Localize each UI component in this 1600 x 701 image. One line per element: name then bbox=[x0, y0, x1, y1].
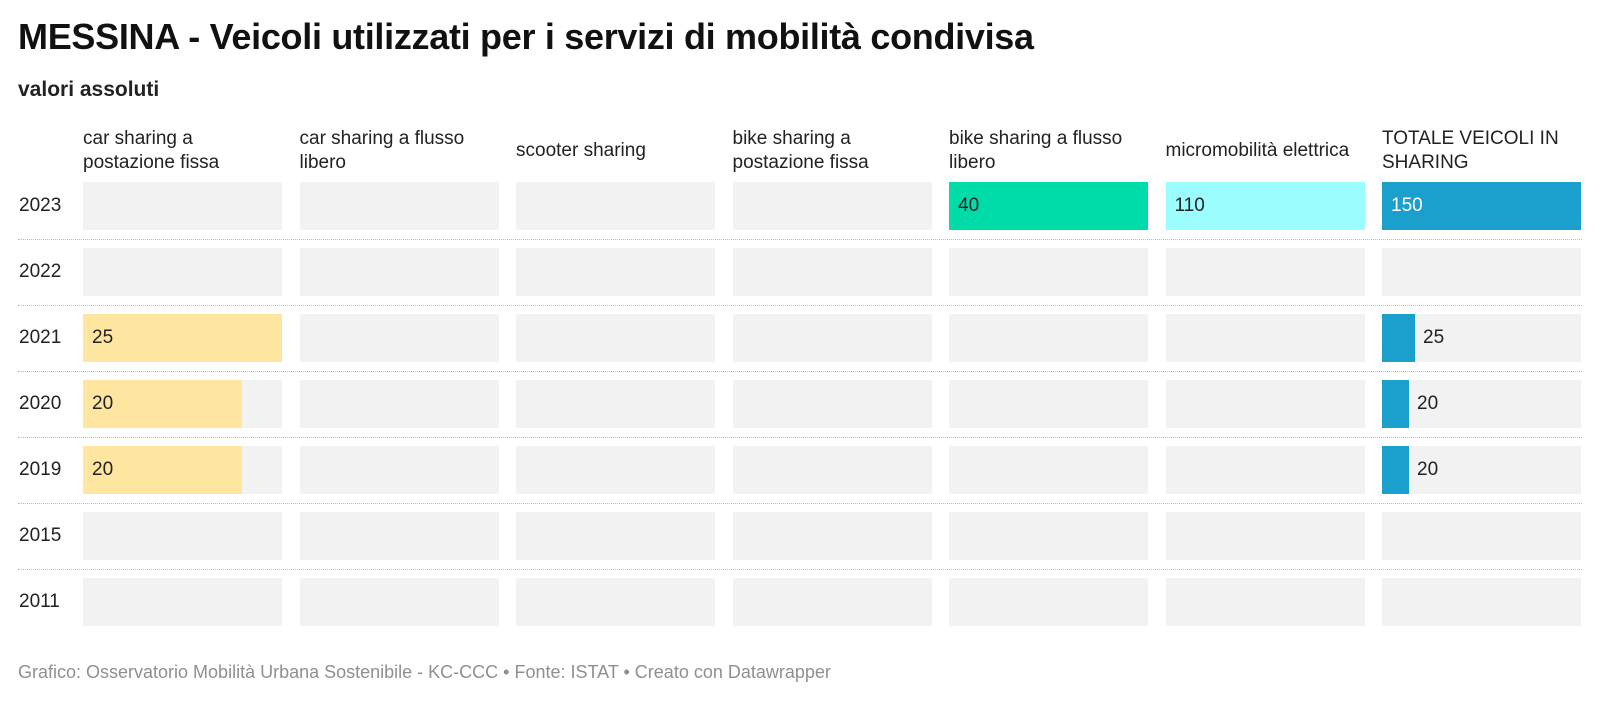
bar-track bbox=[1165, 578, 1365, 626]
row-label: 2022 bbox=[19, 261, 62, 282]
bar-track bbox=[299, 512, 499, 560]
bar-track bbox=[949, 248, 1148, 296]
bar bbox=[1382, 380, 1409, 428]
data-label: 20 bbox=[92, 459, 114, 480]
bar-track bbox=[1165, 248, 1365, 296]
bar-track bbox=[516, 380, 715, 428]
bar-track bbox=[1382, 512, 1581, 560]
bar-track bbox=[732, 512, 932, 560]
bar bbox=[83, 314, 282, 362]
row-label: 2023 bbox=[19, 195, 62, 216]
bar-track bbox=[516, 182, 715, 230]
data-label: 20 bbox=[1417, 393, 1439, 414]
column-header: car sharing a flusso libero bbox=[299, 128, 465, 173]
data-label: 110 bbox=[1174, 195, 1205, 216]
column-header: car sharing a postazione fissa bbox=[83, 128, 220, 173]
row-label: 2021 bbox=[19, 327, 62, 348]
bar-track bbox=[949, 578, 1148, 626]
bar-track: 150 bbox=[1382, 182, 1581, 230]
row-divider bbox=[18, 437, 1582, 438]
bar-track bbox=[299, 578, 499, 626]
bar-track: 110 bbox=[1165, 182, 1365, 230]
row-divider bbox=[18, 239, 1582, 240]
column-header: TOTALE VEICOLI IN SHARING bbox=[1382, 128, 1559, 173]
bar-track: 20 bbox=[83, 446, 282, 494]
bar-track bbox=[299, 248, 499, 296]
bar-track bbox=[83, 182, 282, 230]
bar-track bbox=[732, 446, 932, 494]
row-divider bbox=[18, 569, 1582, 570]
bar-track bbox=[516, 578, 715, 626]
data-label: 25 bbox=[92, 327, 114, 348]
bar-track bbox=[949, 314, 1148, 362]
bar-track: 20 bbox=[83, 380, 282, 428]
row-divider bbox=[18, 305, 1582, 306]
bar-track bbox=[732, 380, 932, 428]
bar-track bbox=[516, 314, 715, 362]
bar bbox=[1382, 182, 1581, 230]
bar bbox=[83, 380, 242, 428]
column-header: micromobilità elettrica bbox=[1165, 140, 1350, 161]
bar-track: 20 bbox=[1382, 446, 1581, 494]
row-label: 2020 bbox=[19, 393, 62, 414]
bar bbox=[949, 182, 1148, 230]
data-label: 40 bbox=[958, 195, 980, 216]
bar-track bbox=[949, 446, 1148, 494]
bar-track bbox=[732, 248, 932, 296]
chart-subtitle: valori assoluti bbox=[18, 78, 160, 101]
bar-track bbox=[732, 578, 932, 626]
bar-track bbox=[732, 182, 932, 230]
bar bbox=[83, 446, 242, 494]
bar-track: 20 bbox=[1382, 380, 1581, 428]
bar-track bbox=[1165, 314, 1365, 362]
row-label: 2019 bbox=[19, 459, 62, 480]
column-header: scooter sharing bbox=[516, 140, 646, 161]
bar-track bbox=[299, 446, 499, 494]
column-header: bike sharing a flusso libero bbox=[949, 128, 1123, 173]
bar-track bbox=[83, 578, 282, 626]
data-label: 20 bbox=[1417, 459, 1439, 480]
bar-track bbox=[732, 314, 932, 362]
bar-track bbox=[949, 380, 1148, 428]
chart-title: MESSINA - Veicoli utilizzati per i servi… bbox=[18, 16, 1034, 57]
chart-footer: Grafico: Osservatorio Mobilità Urbana So… bbox=[18, 662, 831, 682]
row-divider bbox=[18, 503, 1582, 504]
row-divider bbox=[18, 371, 1582, 372]
bar-track: 25 bbox=[1382, 314, 1581, 362]
bar-track bbox=[1382, 578, 1581, 626]
row-label: 2011 bbox=[19, 591, 60, 612]
column-header: bike sharing a postazione fissa bbox=[732, 128, 869, 173]
bar bbox=[1382, 314, 1415, 362]
bar-track bbox=[516, 446, 715, 494]
data-label: 150 bbox=[1391, 195, 1423, 216]
bar-track bbox=[1165, 380, 1365, 428]
bar-track bbox=[949, 512, 1148, 560]
bar-track bbox=[299, 380, 499, 428]
bar-track bbox=[83, 512, 282, 560]
bar bbox=[1382, 446, 1409, 494]
bar-track bbox=[516, 512, 715, 560]
bar bbox=[1165, 182, 1365, 230]
bar-track bbox=[299, 314, 499, 362]
row-label: 2015 bbox=[19, 525, 62, 546]
bar-track bbox=[1165, 512, 1365, 560]
bar-track: 25 bbox=[83, 314, 282, 362]
bar-track bbox=[1382, 248, 1581, 296]
data-label: 25 bbox=[1423, 327, 1445, 348]
bar-track: 40 bbox=[949, 182, 1148, 230]
bar-track bbox=[516, 248, 715, 296]
bar-track bbox=[299, 182, 499, 230]
data-label: 20 bbox=[92, 393, 114, 414]
bar-track bbox=[1165, 446, 1365, 494]
bar-track bbox=[83, 248, 282, 296]
